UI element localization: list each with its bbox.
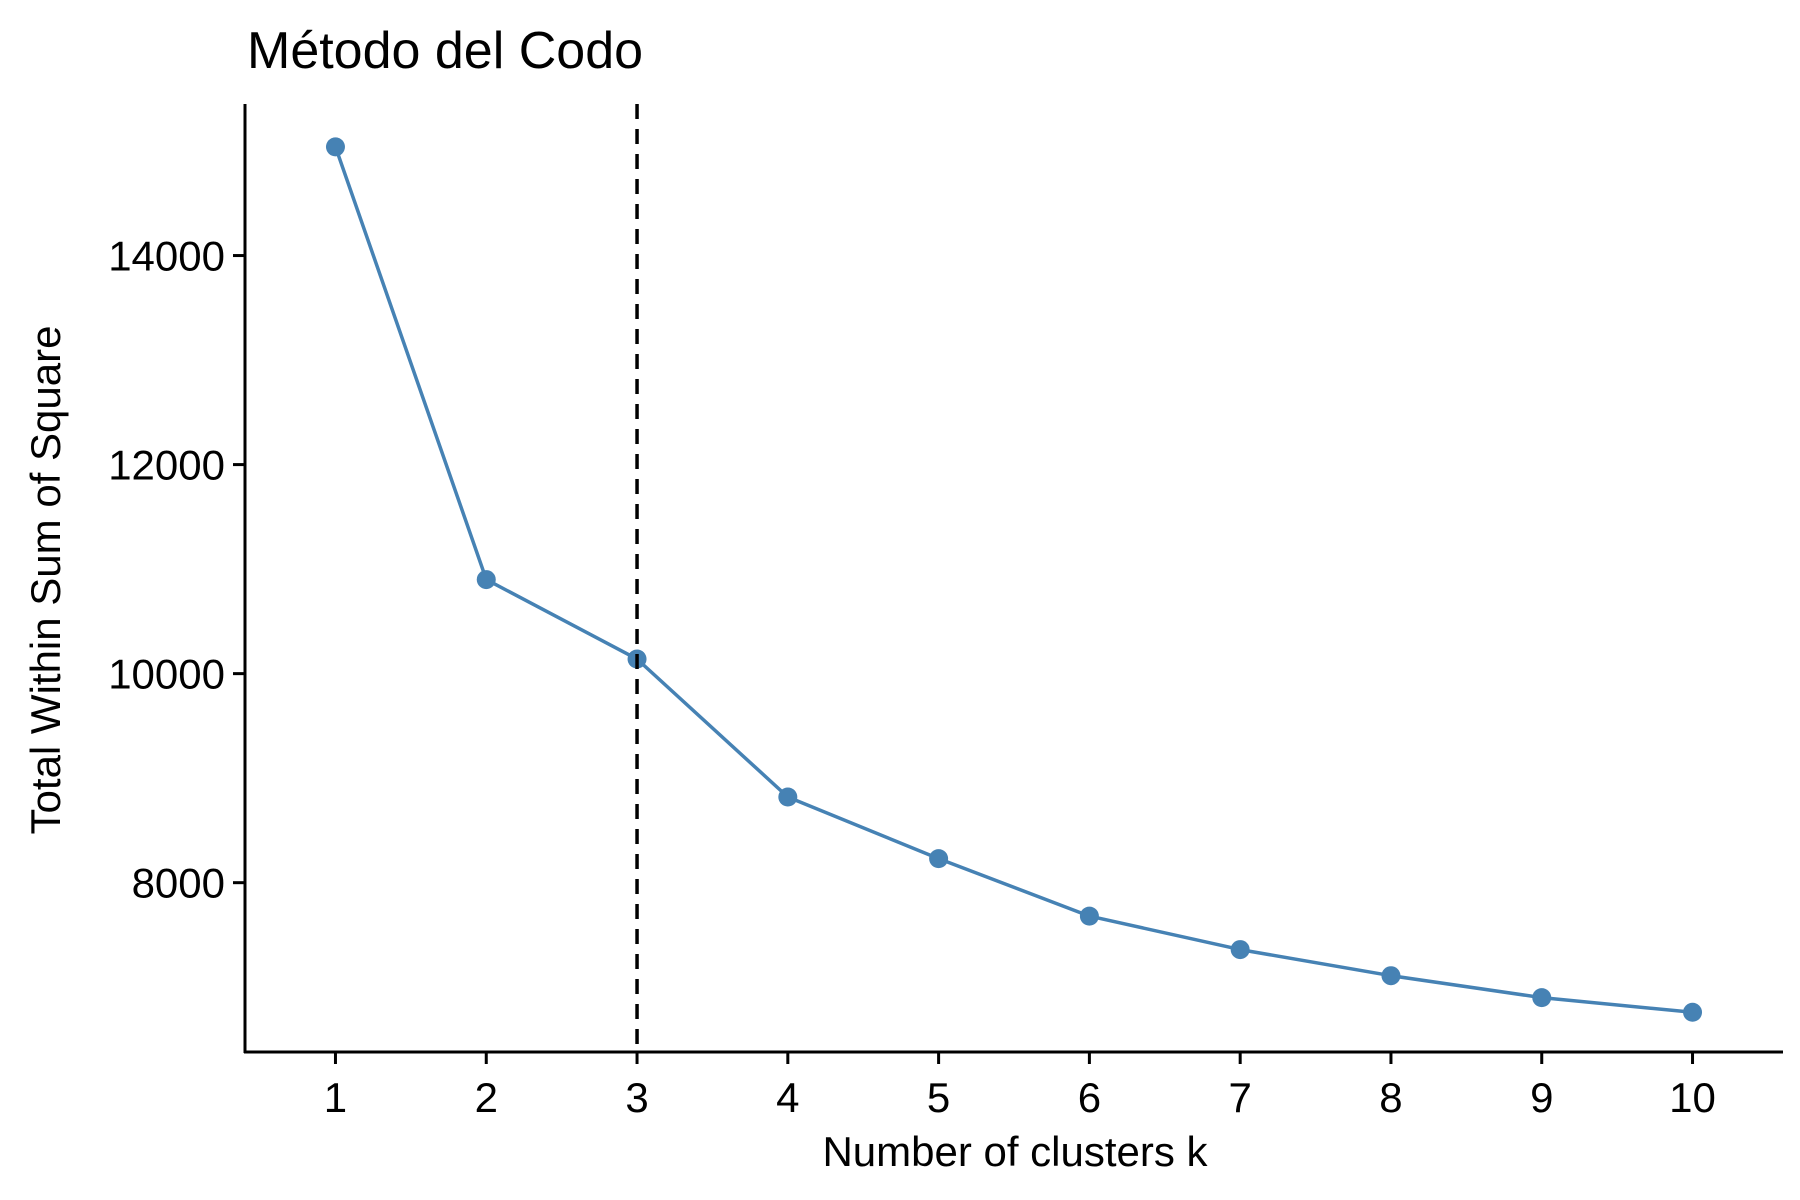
data-point-k1 (325, 137, 345, 157)
y-axis-label: Total Within Sum of Square (22, 326, 69, 835)
x-tick-label-5: 5 (927, 1074, 950, 1121)
x-tick-label-1: 1 (324, 1074, 347, 1121)
x-tick-label-2: 2 (475, 1074, 498, 1121)
plot-area: 8000 10000 12000 14000 1 2 3 4 5 6 7 8 9 10 (108, 104, 1783, 1121)
data-point-k7 (1230, 940, 1250, 960)
data-point-k2 (476, 570, 496, 590)
chart-title: Método del Codo (247, 22, 643, 80)
y-tick-label-8000: 8000 (132, 860, 225, 907)
data-point-k6 (1079, 906, 1099, 926)
data-point-k10 (1683, 1002, 1703, 1022)
y-tick-label-14000: 14000 (108, 233, 225, 280)
data-point-k8 (1381, 966, 1401, 986)
x-tick-label-9: 9 (1530, 1074, 1553, 1121)
x-axis-label: Number of clusters k (822, 1128, 1208, 1175)
data-point-k9 (1532, 988, 1552, 1008)
x-tick-label-10: 10 (1669, 1074, 1716, 1121)
x-tick-label-7: 7 (1228, 1074, 1251, 1121)
series-line-0 (333, 146, 1693, 1015)
y-tick-label-12000: 12000 (108, 442, 225, 489)
x-tick-label-4: 4 (776, 1074, 799, 1121)
x-tick-label-8: 8 (1379, 1074, 1402, 1121)
data-point-k4 (778, 787, 798, 807)
y-tick-label-10000: 10000 (108, 651, 225, 698)
x-tick-label-3: 3 (625, 1074, 648, 1121)
data-point-k5 (929, 849, 949, 869)
x-tick-label-6: 6 (1078, 1074, 1101, 1121)
